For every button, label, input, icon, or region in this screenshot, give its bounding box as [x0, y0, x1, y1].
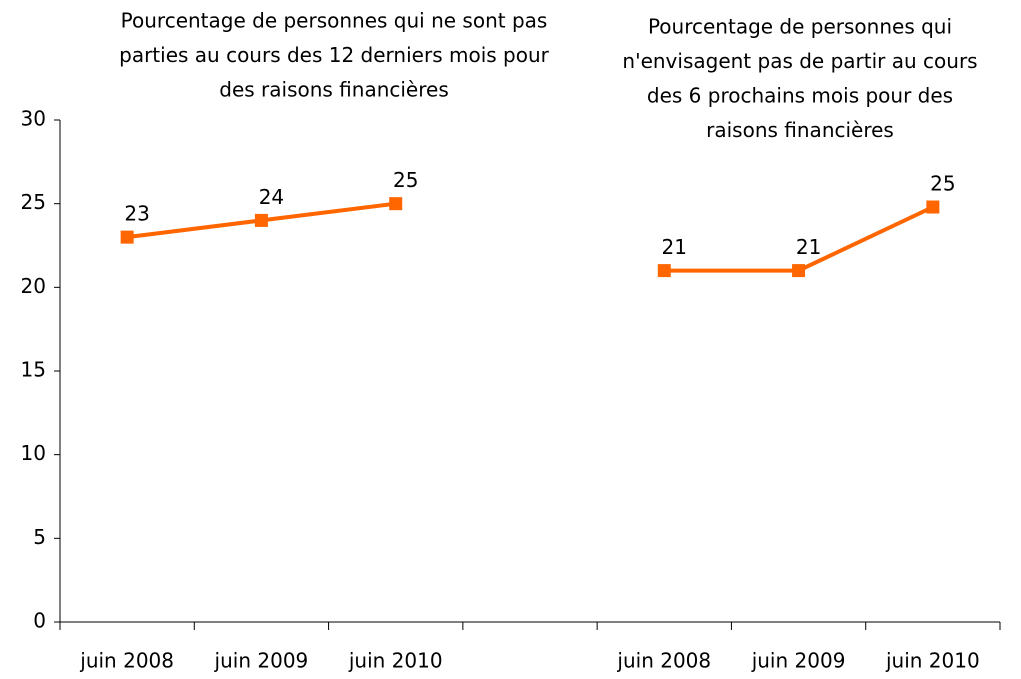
- chart-title: raisons financières: [706, 118, 894, 142]
- y-tick-label: 30: [21, 107, 46, 131]
- chart-title: des 6 prochains mois pour des: [647, 84, 953, 108]
- data-label: 23: [124, 202, 149, 226]
- y-tick-label: 0: [33, 609, 46, 633]
- x-tick-label: juin 2010: [885, 649, 980, 673]
- y-tick-label: 20: [21, 274, 46, 298]
- x-tick-label: juin 2010: [348, 649, 443, 673]
- chart-title: Pourcentage de personnes qui: [648, 15, 952, 39]
- y-tick-label: 25: [21, 190, 46, 214]
- chart-title: des raisons financières: [219, 78, 449, 102]
- y-tick-label: 10: [21, 441, 46, 465]
- y-tick-label: 15: [21, 358, 46, 382]
- data-label: 21: [796, 235, 821, 259]
- marker: [254, 213, 268, 227]
- marker: [120, 230, 134, 244]
- chart-title: parties au cours des 12 derniers mois po…: [119, 43, 550, 67]
- y-tick-label: 5: [33, 525, 46, 549]
- marker: [926, 200, 940, 214]
- marker: [389, 197, 403, 211]
- chart-title: Pourcentage de personnes qui ne sont pas: [121, 9, 548, 33]
- x-tick-label: juin 2009: [214, 649, 309, 673]
- data-label: 25: [930, 172, 955, 196]
- marker: [792, 264, 806, 278]
- data-label: 25: [393, 168, 418, 192]
- x-tick-label: juin 2008: [79, 649, 174, 673]
- data-label: 24: [259, 185, 284, 209]
- x-tick-label: juin 2008: [616, 649, 711, 673]
- data-label: 21: [662, 235, 687, 259]
- marker: [657, 264, 671, 278]
- chart-title: n'envisagent pas de partir au cours: [622, 49, 977, 73]
- x-tick-label: juin 2009: [751, 649, 846, 673]
